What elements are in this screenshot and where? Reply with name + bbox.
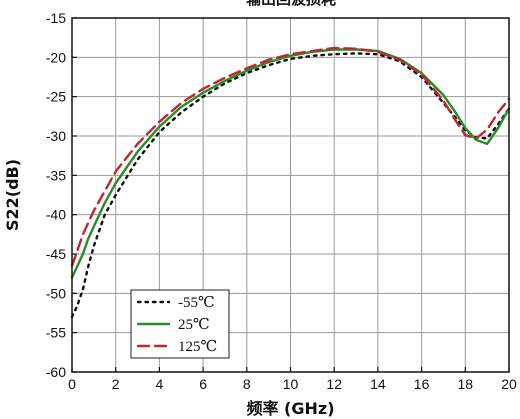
y-tick-label: -50 bbox=[46, 285, 66, 301]
x-tick-label: 6 bbox=[199, 376, 207, 392]
series-group bbox=[70, 46, 511, 319]
y-tick-label: -40 bbox=[46, 207, 66, 223]
legend-label-3: 125℃ bbox=[178, 339, 217, 355]
series-line-1 bbox=[70, 52, 511, 319]
x-tick-label: 16 bbox=[414, 376, 430, 392]
y-tick-label: -55 bbox=[46, 325, 66, 341]
x-tick-label: 20 bbox=[501, 376, 517, 392]
x-tick-label: 10 bbox=[283, 376, 299, 392]
x-axis-title: 频率 (GHz) bbox=[246, 399, 334, 418]
legend-label-1: -55℃ bbox=[178, 295, 215, 311]
x-tick-label: 18 bbox=[458, 376, 474, 392]
y-tick-label: -20 bbox=[46, 49, 66, 65]
x-tick-label: 4 bbox=[156, 376, 164, 392]
y-tick-label: -30 bbox=[46, 128, 66, 144]
x-tick-label: 12 bbox=[326, 376, 342, 392]
x-tick-label: 8 bbox=[243, 376, 251, 392]
y-tick-label: -15 bbox=[46, 10, 66, 26]
y-tick-label: -35 bbox=[46, 167, 66, 183]
series-line-3 bbox=[70, 46, 511, 267]
legend-label-2: 25℃ bbox=[178, 317, 210, 333]
tick-labels: 0 2 4 6 8 10 12 14 16 18 20 -15 -20 -25 -30 -35 -40 -45 -5… bbox=[46, 10, 517, 392]
legend: -55℃ 25℃ 125℃ bbox=[130, 289, 230, 359]
x-tick-label: 0 bbox=[68, 376, 76, 392]
y-tick-label: -25 bbox=[46, 89, 66, 105]
y-tick-label: -60 bbox=[46, 364, 66, 380]
series-line-2 bbox=[70, 48, 511, 279]
y-axis-title: S22(dB) bbox=[3, 159, 22, 231]
chart-title: 输出回波损耗 bbox=[246, 0, 336, 8]
x-tick-label: 2 bbox=[112, 376, 120, 392]
x-tick-label: 14 bbox=[370, 376, 386, 392]
y-tick-label: -45 bbox=[46, 246, 66, 262]
